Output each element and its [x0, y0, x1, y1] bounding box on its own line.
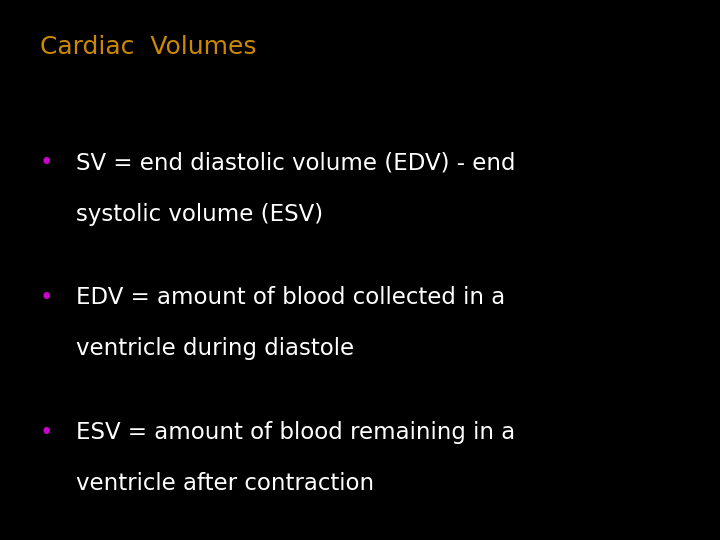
Text: Cardiac  Volumes: Cardiac Volumes: [40, 35, 256, 59]
Text: EDV = amount of blood collected in a: EDV = amount of blood collected in a: [76, 286, 505, 309]
Text: •: •: [40, 286, 53, 309]
Text: SV = end diastolic volume (EDV) - end: SV = end diastolic volume (EDV) - end: [76, 151, 515, 174]
Text: •: •: [40, 421, 53, 444]
Text: ventricle during diastole: ventricle during diastole: [76, 338, 354, 361]
Text: systolic volume (ESV): systolic volume (ESV): [76, 202, 323, 226]
Text: •: •: [40, 151, 53, 174]
Text: ESV = amount of blood remaining in a: ESV = amount of blood remaining in a: [76, 421, 515, 444]
Text: ventricle after contraction: ventricle after contraction: [76, 472, 374, 496]
